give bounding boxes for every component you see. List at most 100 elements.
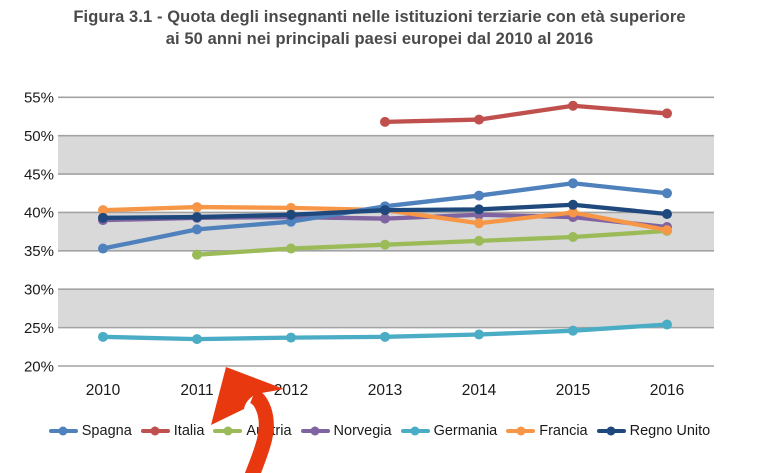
series-point-norvegia xyxy=(662,222,672,233)
legend-item-norvegia: Norvegia xyxy=(300,423,392,439)
series-point-germania xyxy=(98,331,108,342)
series-line-germania xyxy=(102,322,668,342)
series-point-italia xyxy=(474,114,484,125)
series-point-germania xyxy=(474,329,484,340)
series-point-italia xyxy=(380,116,390,127)
series-point-austria xyxy=(380,239,390,250)
series-point-italia xyxy=(568,100,578,111)
series-point-spagna xyxy=(380,201,390,212)
legend-dot-norvegia xyxy=(310,426,320,436)
series-point-spagna xyxy=(98,243,108,254)
plot-band xyxy=(58,212,714,251)
series-point-spagna xyxy=(286,216,296,227)
series-point-norvegia xyxy=(568,212,578,223)
legend-marker-austria xyxy=(213,426,243,436)
y-axis-tick-label: 35% xyxy=(24,243,54,260)
series-point-austria xyxy=(286,243,296,254)
x-axis-tick-label: 2014 xyxy=(462,382,497,399)
series-point-norvegia xyxy=(380,213,390,224)
series-point-regno-unito xyxy=(286,209,296,220)
series-point-regno-unito xyxy=(474,204,484,215)
x-axis-tick-label: 2015 xyxy=(556,382,590,399)
series-point-italia xyxy=(662,108,672,119)
series-line-francia xyxy=(102,204,668,233)
series-point-germania xyxy=(568,325,578,336)
y-axis-tick-label: 50% xyxy=(24,128,54,145)
legend-item-italia: Italia xyxy=(140,423,205,439)
y-axis-tick-label: 45% xyxy=(24,166,54,183)
series-point-austria xyxy=(568,232,578,243)
series-point-norvegia xyxy=(474,209,484,220)
legend-marker-spagna xyxy=(48,426,78,436)
series-line-italia xyxy=(384,103,668,125)
series-point-germania xyxy=(192,334,202,345)
legend-item-germania: Germania xyxy=(400,423,498,439)
legend-dot-austria xyxy=(223,426,233,436)
legend-dot-spagna xyxy=(58,426,68,436)
legend-item-regno-unito: Regno Unito xyxy=(596,423,710,439)
series-line-regno-unito xyxy=(102,202,668,220)
series-point-regno-unito xyxy=(568,199,578,210)
series-point-francia xyxy=(380,205,390,216)
series-point-spagna xyxy=(474,190,484,201)
series-point-austria xyxy=(474,235,484,246)
series-point-regno-unito xyxy=(662,208,672,219)
x-axis-tick-label: 2016 xyxy=(650,382,684,399)
series-point-germania xyxy=(662,319,672,330)
legend-item-spagna: Spagna xyxy=(48,423,132,439)
legend-label-norvegia: Norvegia xyxy=(333,423,392,439)
plot-band xyxy=(58,289,714,328)
series-point-francia xyxy=(474,218,484,229)
series-line-spagna xyxy=(102,181,668,251)
legend-marker-regno-unito xyxy=(596,426,626,436)
legend-marker-italia xyxy=(140,426,170,436)
series-point-norvegia xyxy=(286,212,296,223)
figure-title-line2: ai 50 anni nei principali paesi europei … xyxy=(165,29,594,48)
y-axis-tick-label: 20% xyxy=(24,358,54,375)
series-point-regno-unito xyxy=(192,212,202,223)
x-axis-tick-label: 2012 xyxy=(274,382,308,399)
legend-item-austria: Austria xyxy=(213,423,292,439)
series-point-regno-unito xyxy=(380,205,390,216)
series-point-francia xyxy=(98,205,108,216)
legend-marker-germania xyxy=(400,426,430,436)
series-point-spagna xyxy=(192,224,202,235)
red-arrow-head xyxy=(211,367,284,425)
plot-band xyxy=(58,135,714,175)
series-point-spagna xyxy=(662,188,672,199)
series-point-francia xyxy=(568,207,578,218)
legend-dot-italia xyxy=(150,426,160,436)
legend-dot-germania xyxy=(410,426,420,436)
series-point-austria xyxy=(662,225,672,236)
series-point-norvegia xyxy=(98,215,108,226)
legend-label-italia: Italia xyxy=(173,423,205,439)
legend-marker-francia xyxy=(506,426,536,436)
chart-legend: Spagna Italia Austria Norvegia Germania Franc… xyxy=(0,423,759,439)
series-point-regno-unito xyxy=(98,212,108,223)
legend-item-francia: Francia xyxy=(506,423,588,439)
series-point-germania xyxy=(380,331,390,342)
series-point-norvegia xyxy=(192,212,202,223)
legend-dot-regno-unito xyxy=(606,426,616,436)
series-point-francia xyxy=(286,202,296,213)
y-axis-tick-label: 25% xyxy=(24,320,54,337)
series-point-francia xyxy=(192,202,202,213)
figure-title: Figura 3.1 - Quota degli insegnanti nell… xyxy=(0,7,759,51)
legend-label-germania: Germania xyxy=(433,423,498,439)
legend-marker-norvegia xyxy=(300,426,330,436)
series-point-spagna xyxy=(568,178,578,189)
x-axis-tick-label: 2010 xyxy=(86,382,121,399)
legend-label-austria: Austria xyxy=(246,423,292,439)
legend-label-francia: Francia xyxy=(539,423,588,439)
legend-label-spagna: Spagna xyxy=(81,423,132,439)
x-axis-tick-label: 2013 xyxy=(368,382,402,399)
series-line-norvegia xyxy=(102,212,668,230)
y-axis-tick-label: 40% xyxy=(24,205,54,222)
series-line-austria xyxy=(196,228,668,257)
series-point-francia xyxy=(662,225,672,236)
y-axis-tick-label: 30% xyxy=(24,281,54,298)
series-point-germania xyxy=(286,332,296,343)
series-point-austria xyxy=(192,249,202,260)
